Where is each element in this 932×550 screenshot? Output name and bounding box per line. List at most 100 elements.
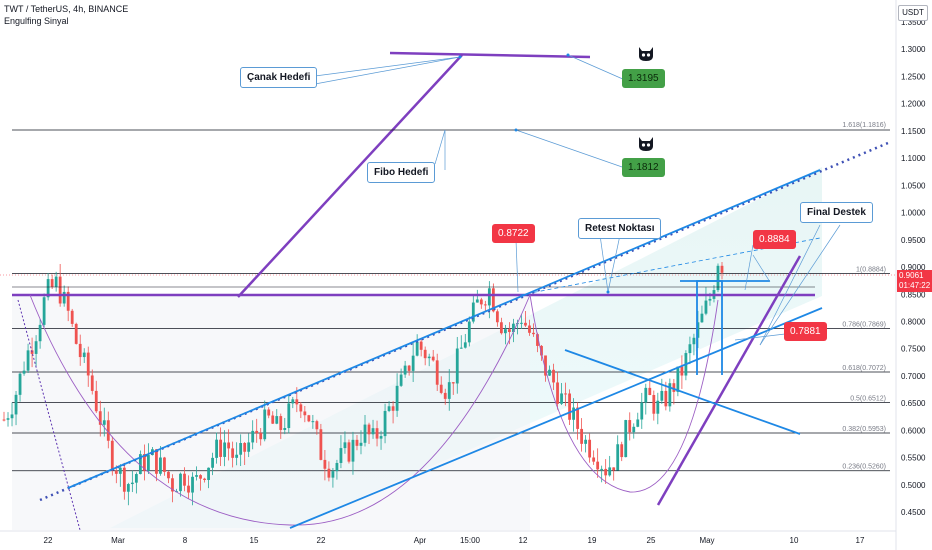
- candle-body: [656, 400, 660, 414]
- candle-body: [524, 322, 527, 326]
- candle-body: [347, 442, 351, 462]
- retest-noktasi-callout[interactable]: Retest Noktası: [578, 218, 662, 239]
- candle-body: [564, 393, 567, 395]
- candle-body: [584, 439, 588, 444]
- channel-upper: [67, 169, 821, 489]
- candle-body: [479, 299, 483, 305]
- candle-body: [483, 304, 487, 306]
- cup-curve-left: [29, 294, 531, 526]
- x-tick-label: 25: [647, 536, 656, 545]
- candle-body: [439, 384, 443, 393]
- candle-body: [411, 355, 415, 371]
- x-tick-label: 22: [44, 536, 53, 545]
- countdown-timer: 01:47:22: [899, 281, 931, 290]
- candle-body: [110, 440, 114, 471]
- candle-body: [427, 356, 431, 359]
- candle-body: [62, 291, 66, 304]
- candle-body: [680, 366, 684, 376]
- candle-body: [106, 420, 110, 441]
- candle-body: [327, 468, 331, 478]
- candle-body: [499, 322, 503, 334]
- candle-body: [395, 385, 399, 411]
- candle-body: [14, 394, 18, 415]
- fibo-hedefi-callout[interactable]: Fibo Hedefi: [367, 162, 436, 183]
- candle-body: [251, 430, 255, 443]
- candle-body: [102, 420, 106, 425]
- anchor-dots: [458, 53, 610, 294]
- cup-area: [12, 295, 530, 530]
- fib-level-label: 0.236(0.5260): [842, 464, 886, 471]
- x-tick-label: 22: [317, 536, 326, 545]
- y-tick-label: 0.6000: [901, 426, 926, 435]
- candle-body: [459, 347, 463, 349]
- candle-body: [487, 288, 491, 306]
- candle-body: [26, 350, 30, 371]
- target-badge-2[interactable]: 1.1812: [622, 158, 665, 177]
- y-tick-label: 1.0000: [901, 209, 926, 218]
- x-tick-label: 19: [588, 536, 597, 545]
- candle-body: [38, 324, 42, 342]
- candle-body: [355, 439, 359, 446]
- candle-body: [532, 332, 535, 335]
- candle-body: [339, 448, 343, 463]
- candle-body: [556, 382, 559, 404]
- candle-body: [628, 420, 632, 433]
- candle-body: [383, 410, 387, 437]
- candle-body: [183, 473, 186, 486]
- level-badge-0-7881[interactable]: 0.7881: [784, 322, 827, 341]
- candle-body: [415, 341, 419, 356]
- candle-body: [94, 390, 98, 412]
- candle-body: [126, 484, 130, 492]
- y-tick-label: 0.8500: [901, 290, 926, 299]
- candle-body: [171, 478, 174, 492]
- candle-body: [142, 454, 146, 471]
- cup-curve-right: [529, 294, 719, 493]
- candle-body: [676, 366, 680, 392]
- x-axis-ticks: 22 Mar 8 15 22 Apr 15:00 12 19 25 May 10 17: [44, 536, 865, 545]
- target-badge-1[interactable]: 1.3195: [622, 69, 665, 88]
- candle-body: [163, 457, 166, 472]
- chart-header: TWT / TetherUS, 4h, BINANCE Engulfing Si…: [4, 3, 128, 27]
- y-tick-label: 1.3500: [901, 18, 926, 27]
- candle-body: [443, 392, 447, 399]
- currency-selector[interactable]: USDT: [898, 5, 928, 21]
- candle-body: [66, 291, 70, 311]
- y-tick-label: 1.1500: [901, 127, 926, 136]
- candle-body: [211, 457, 214, 468]
- candle-body: [271, 415, 275, 424]
- canak-hedefi-callout[interactable]: Çanak Hedefi: [240, 67, 318, 88]
- y-tick-label: 0.7500: [901, 345, 926, 354]
- candle-body: [648, 387, 652, 395]
- candle-body: [303, 411, 307, 416]
- candle-body: [223, 442, 227, 457]
- candle-body: [54, 276, 58, 287]
- y-tick-label: 1.3000: [901, 45, 926, 54]
- candle-body: [644, 387, 648, 403]
- y-tick-label: 0.5500: [901, 454, 926, 463]
- candle-body: [451, 382, 455, 384]
- candle-body: [58, 276, 62, 304]
- candle-body: [255, 430, 259, 434]
- candle-body: [159, 457, 162, 474]
- fib-level-label: 0.618(0.7072): [842, 365, 886, 372]
- candle-body: [455, 348, 459, 384]
- candle-body: [588, 439, 592, 458]
- final-destek-callout[interactable]: Final Destek: [800, 202, 873, 223]
- candle-body: [283, 428, 287, 430]
- candle-body: [18, 373, 22, 395]
- candle-body: [608, 467, 612, 476]
- candle-body: [664, 390, 668, 407]
- candle-body: [620, 444, 624, 458]
- level-badge-0-8884[interactable]: 0.8884: [753, 230, 796, 249]
- x-tick-label: May: [699, 536, 714, 545]
- candle-body: [688, 344, 692, 354]
- candle-body: [90, 375, 94, 391]
- y-tick-label: 0.9500: [901, 236, 926, 245]
- candle-body: [122, 467, 126, 492]
- candle-body: [147, 455, 150, 471]
- candle-body: [46, 279, 50, 298]
- candle-body: [138, 454, 142, 475]
- candle-body: [167, 471, 170, 479]
- level-badge-0-8722[interactable]: 0.8722: [492, 224, 535, 243]
